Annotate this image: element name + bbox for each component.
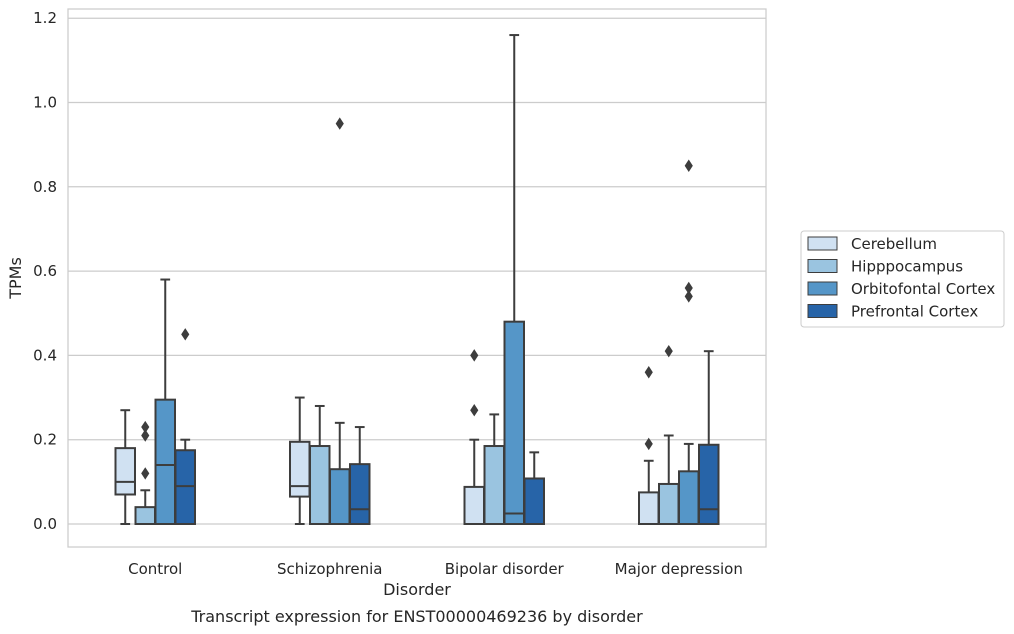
outlier-point — [664, 344, 673, 358]
box-body — [309, 445, 331, 525]
legend-swatch — [807, 281, 838, 296]
box-body — [329, 468, 351, 525]
outlier-point — [684, 159, 693, 172]
y-tick-label: 0.4 — [33, 346, 57, 364]
outlier-point — [684, 281, 693, 295]
box-body — [503, 320, 525, 525]
box-body — [483, 445, 505, 525]
box — [698, 350, 720, 525]
outlier-point — [470, 349, 479, 362]
box-body — [678, 470, 700, 525]
y-tick-label: 0.6 — [33, 262, 57, 280]
legend-label: Prefrontal Cortex — [851, 303, 978, 321]
box — [638, 366, 660, 526]
y-tick-label: 1.2 — [33, 9, 57, 27]
box — [678, 159, 700, 525]
x-axis-label: Disorder — [383, 580, 451, 599]
outlier-point — [684, 290, 693, 303]
box — [174, 328, 196, 525]
y-axis-label: TPMs — [6, 257, 25, 300]
box-group — [289, 117, 371, 526]
box — [134, 420, 156, 526]
box — [523, 451, 545, 525]
legend: Cerebellum Hipppocampus Orbitofontal Corte… — [800, 230, 1005, 328]
y-tick-label: 0.0 — [33, 515, 57, 533]
box-body — [154, 398, 176, 525]
box — [114, 409, 136, 525]
x-tick-labels: Control Schizophrenia Bipolar disorder Majo… — [128, 560, 743, 578]
y-tick-label: 0.2 — [33, 431, 57, 449]
chart-caption: Transcript expression for ENST0000046923… — [190, 607, 643, 626]
outlier-point — [141, 429, 150, 442]
box-body — [289, 440, 311, 498]
outlier-point — [141, 420, 150, 434]
box — [289, 396, 311, 525]
x-tick-label: Control — [128, 560, 182, 578]
box — [483, 413, 505, 525]
box-body — [523, 477, 545, 525]
outlier-point — [470, 403, 479, 417]
y-tick-label: 0.8 — [33, 178, 57, 196]
box — [503, 34, 525, 525]
outlier-point — [141, 467, 150, 480]
box-body — [463, 485, 485, 525]
y-tick-labels: 0.0 0.2 0.4 0.6 0.8 1.0 1.2 — [33, 9, 57, 533]
box-body — [698, 443, 720, 525]
x-tick-label: Schizophrenia — [277, 560, 382, 578]
box — [349, 426, 371, 526]
legend-swatch — [807, 304, 838, 318]
legend-label: Hipppocampus — [851, 258, 963, 276]
x-tick-label: Major depression — [615, 560, 743, 578]
legend-swatch — [807, 236, 838, 251]
outlier-point — [644, 437, 653, 451]
box-group — [114, 278, 196, 526]
legend-frame — [800, 230, 1005, 328]
box — [154, 278, 176, 525]
outlier-point — [335, 117, 344, 130]
box-body — [174, 449, 196, 525]
box-body — [134, 506, 156, 526]
outlier-point — [644, 366, 653, 379]
box — [658, 344, 680, 525]
box-groups — [114, 34, 720, 526]
box-group — [638, 159, 720, 526]
box-group — [463, 34, 545, 525]
box-body — [638, 491, 660, 526]
box-body — [114, 447, 136, 496]
plot-frame — [67, 8, 767, 548]
box-body — [349, 463, 371, 526]
x-tick-label: Bipolar disorder — [445, 560, 565, 578]
box — [329, 117, 351, 525]
box — [463, 349, 485, 525]
legend-label: Orbitofontal Cortex — [851, 280, 995, 298]
legend-swatch — [807, 259, 838, 273]
legend-label: Cerebellum — [851, 235, 937, 253]
box — [309, 404, 331, 525]
outlier-point — [181, 328, 190, 341]
box-body — [658, 482, 680, 525]
y-tick-label: 1.0 — [33, 94, 57, 112]
